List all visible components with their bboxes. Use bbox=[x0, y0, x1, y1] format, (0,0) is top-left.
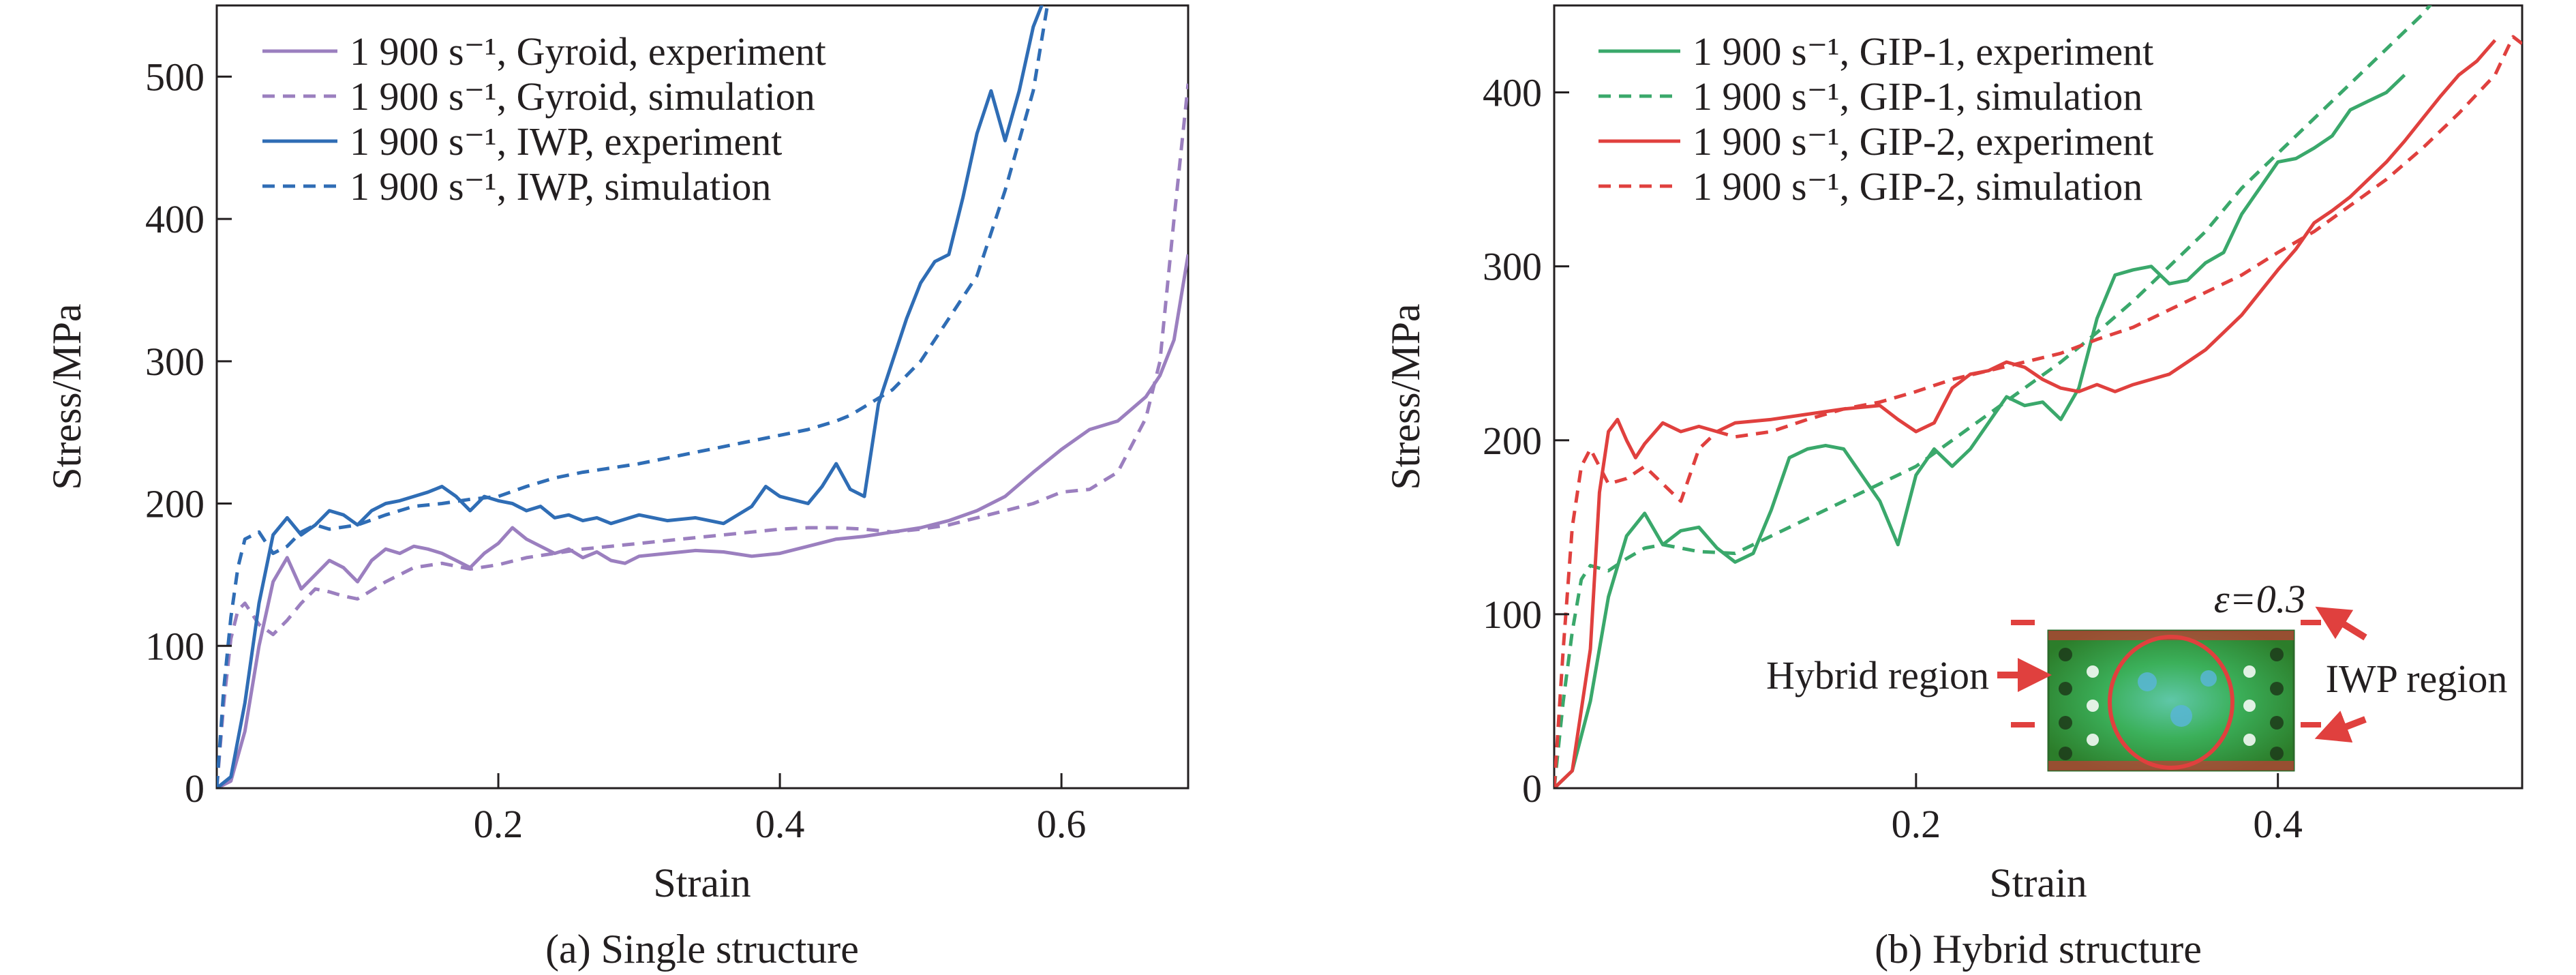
series-line-iwp-dashed bbox=[217, 5, 1049, 788]
legend-entry-label: 1 900 s⁻¹, GIP-1, experiment bbox=[1693, 29, 2153, 74]
plot-frame-a bbox=[215, 4, 1189, 790]
x-axis-title-b: Strain bbox=[1989, 860, 2087, 905]
y-tick-label: 500 bbox=[145, 55, 204, 99]
legend-entry-label: 1 900 s⁻¹, GIP-1, simulation bbox=[1693, 74, 2142, 119]
y-tick-label: 0 bbox=[185, 766, 204, 811]
chart-panel-a: 0.2 0.4 0.6 0 100 200 300 400 500 Strain Stress/… bbox=[44, 4, 1189, 972]
series-line-gip2-dashed bbox=[1554, 35, 2522, 788]
legend-entry-label: 1 900 s⁻¹, Gyroid, experiment bbox=[350, 29, 826, 74]
hybrid-region-label: Hybrid region bbox=[1766, 653, 1989, 698]
inset-epsilon-label: ε=0.3 bbox=[2214, 577, 2306, 621]
y-tick-label: 300 bbox=[145, 340, 204, 384]
caption-a: (a) Single structure bbox=[545, 927, 859, 972]
x-tick-label: 0.2 bbox=[1892, 802, 1941, 846]
legend-entry-label: 1 900 s⁻¹, IWP, simulation bbox=[350, 164, 771, 209]
series-line-gip1-dashed bbox=[1554, 5, 2432, 788]
legend-entry-label: 1 900 s⁻¹, Gyroid, simulation bbox=[350, 74, 815, 119]
y-tick-label: 100 bbox=[1483, 592, 1542, 637]
plot-marks-b bbox=[1554, 5, 2522, 788]
inset-contour-image bbox=[2047, 629, 2295, 772]
x-tick-label: 0.6 bbox=[1037, 802, 1087, 846]
series-line-gip2-solid bbox=[1554, 39, 2497, 788]
y-tick-label: 200 bbox=[145, 482, 204, 526]
series-line-iwp-solid bbox=[217, 5, 1044, 788]
y-tick-label: 400 bbox=[145, 197, 204, 241]
y-tick-label: 300 bbox=[1483, 245, 1542, 289]
x-tick-label: 0.4 bbox=[2253, 802, 2303, 846]
x-axis-title-a: Strain bbox=[653, 860, 751, 905]
series-line-gyroid-dashed bbox=[217, 83, 1188, 788]
hybrid-region-circle bbox=[2108, 635, 2234, 770]
chart-panel-b: 0.2 0.4 0 100 200 300 400 Strain Stress/MPa (b… bbox=[1383, 4, 2524, 972]
y-tick-label: 100 bbox=[145, 624, 204, 668]
series-line-gyroid-solid bbox=[217, 254, 1188, 788]
legend-entry-label: 1 900 s⁻¹, GIP-2, experiment bbox=[1693, 119, 2153, 164]
plot-frame-b bbox=[1553, 4, 2524, 790]
x-tick-label: 0.2 bbox=[474, 802, 524, 846]
x-tick-label: 0.4 bbox=[755, 802, 805, 846]
axis-ticks-a: 0.2 0.4 0.6 0 100 200 300 400 500 bbox=[145, 55, 1086, 846]
hybrid-structure-simulation-inset: ε=0.3 Hybrid region IWP region bbox=[1766, 577, 2508, 772]
axis-ticks-b: 0.2 0.4 0 100 200 300 400 bbox=[1483, 71, 2303, 846]
y-axis-title-a: Stress/MPa bbox=[44, 303, 89, 490]
y-tick-label: 0 bbox=[1522, 766, 1542, 811]
iwp-region-arrow-bottom bbox=[2314, 710, 2367, 742]
iwp-region-label: IWP region bbox=[2326, 657, 2508, 701]
y-tick-label: 400 bbox=[1483, 71, 1542, 115]
legend-entry-label: 1 900 s⁻¹, IWP, experiment bbox=[350, 119, 782, 164]
y-axis-title-b: Stress/MPa bbox=[1383, 303, 1428, 490]
plot-marks-a bbox=[217, 5, 1188, 788]
caption-b: (b) Hybrid structure bbox=[1875, 927, 2202, 972]
iwp-region-arrow-top bbox=[2315, 606, 2367, 641]
legend-entry-label: 1 900 s⁻¹, GIP-2, simulation bbox=[1693, 164, 2142, 209]
y-tick-label: 200 bbox=[1483, 419, 1542, 463]
series-line-gip1-solid bbox=[1554, 74, 2406, 788]
